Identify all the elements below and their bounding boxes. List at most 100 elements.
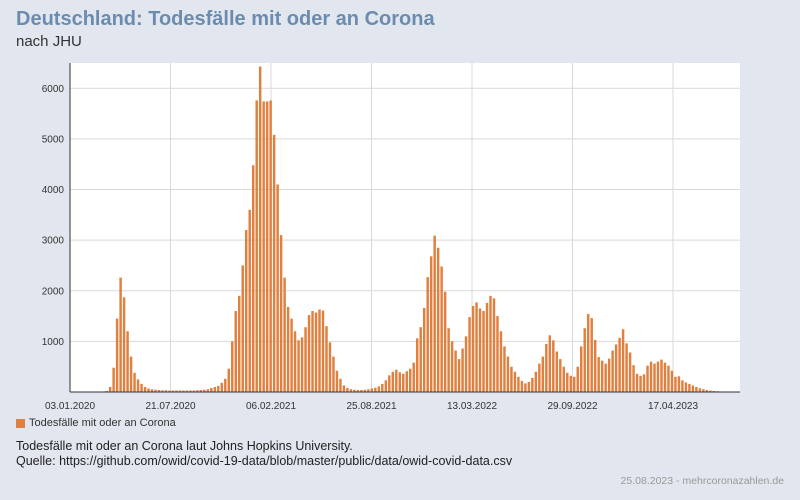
bar (573, 376, 576, 392)
bar (108, 386, 112, 392)
bar (192, 390, 196, 392)
bar (632, 365, 635, 392)
bar (293, 331, 297, 392)
bar (374, 387, 377, 392)
bar (262, 101, 265, 393)
bar (576, 366, 579, 392)
bar (133, 372, 136, 392)
bar (426, 277, 429, 392)
bar (342, 385, 346, 392)
bar (422, 307, 426, 392)
y-tick-label: 1000 (42, 337, 65, 348)
bar (154, 389, 157, 392)
bar (656, 361, 660, 392)
bar (185, 390, 189, 392)
bar (541, 356, 545, 392)
bar (705, 389, 709, 392)
bar (363, 389, 367, 392)
x-tick-label: 03.01.2020 (45, 401, 95, 412)
x-tick-label: 13.03.2022 (447, 401, 497, 412)
bar (217, 385, 220, 392)
bar (454, 350, 457, 392)
bar (503, 346, 506, 392)
bar (395, 369, 398, 392)
bar (496, 316, 499, 392)
bar (538, 363, 541, 392)
bar (171, 390, 175, 392)
bar (353, 389, 356, 392)
bar (119, 277, 122, 392)
bar (618, 337, 621, 392)
legend: Todesfälle mit oder an Corona (16, 417, 176, 429)
bar (642, 374, 646, 392)
bar (702, 389, 705, 392)
bar (649, 361, 653, 392)
bar (206, 389, 210, 392)
bar (545, 343, 548, 392)
bar (667, 365, 670, 392)
bar (318, 309, 321, 392)
chart-title: Deutschland: Todesfälle mit oder an Coro… (16, 8, 435, 30)
bar (339, 378, 342, 392)
bar (238, 295, 241, 392)
bar (580, 346, 583, 392)
bar (231, 341, 234, 392)
bar (115, 318, 119, 392)
bar (688, 383, 691, 392)
bar (499, 331, 503, 392)
y-tick-label: 2000 (42, 286, 65, 297)
bar (346, 387, 349, 392)
caption-source: Quelle: https://github.com/owid/covid-19… (16, 454, 513, 468)
bar (635, 373, 639, 392)
bar (265, 101, 269, 393)
bar (332, 356, 335, 392)
bar (520, 380, 524, 392)
bar (583, 328, 586, 392)
bar (405, 371, 408, 392)
bar (248, 209, 251, 392)
bar (695, 386, 698, 392)
bar (461, 348, 464, 392)
y-tick-label: 4000 (42, 185, 65, 196)
bar (168, 390, 171, 392)
bar (475, 302, 478, 392)
bar (105, 390, 108, 392)
bar (272, 134, 276, 392)
footer-credit: 25.08.2023 - mehrcoronazahlen.de (620, 475, 784, 487)
bar (517, 376, 520, 392)
legend-swatch (16, 418, 25, 428)
bar (524, 383, 527, 392)
bar (143, 386, 147, 392)
bar (164, 390, 168, 392)
bar (548, 335, 552, 392)
plot-background (70, 63, 740, 392)
bar (492, 298, 496, 392)
bar (569, 375, 572, 392)
bar (220, 382, 224, 392)
bar (552, 340, 555, 392)
bar (398, 372, 401, 392)
bar (196, 390, 199, 392)
bar (436, 247, 440, 392)
bar (290, 318, 293, 392)
bar (660, 359, 663, 392)
bar (241, 265, 244, 392)
bar (412, 362, 415, 392)
x-tick-label: 29.09.2022 (547, 401, 597, 412)
bar (566, 372, 569, 392)
bar (440, 266, 443, 392)
bar (429, 256, 433, 392)
bar (457, 359, 461, 392)
bar (283, 277, 286, 392)
bar (559, 359, 562, 392)
bar (621, 329, 625, 392)
bar (562, 366, 565, 392)
bar (698, 388, 702, 392)
bar (646, 365, 649, 392)
bar (245, 230, 248, 392)
bar (251, 165, 255, 392)
bar (447, 328, 450, 392)
bar (388, 375, 391, 392)
bar (175, 390, 178, 392)
